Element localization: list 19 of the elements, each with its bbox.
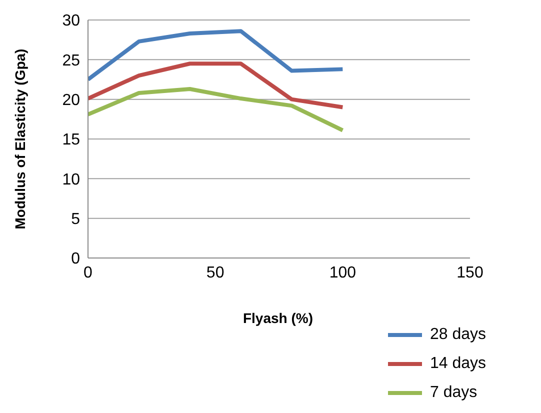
- x-tick-label: 100: [329, 264, 356, 282]
- y-tick-label: 30: [62, 12, 80, 30]
- y-axis-title: Modulus of Elasticity (Gpa): [12, 48, 28, 230]
- y-tick-label: 15: [62, 132, 80, 149]
- x-tick-label: 0: [84, 264, 93, 282]
- x-axis-title: Flyash (%): [242, 310, 314, 326]
- line-series: [88, 29, 345, 82]
- y-tick-label: 10: [62, 171, 80, 188]
- legend-label: 14 days: [430, 354, 486, 372]
- y-tick-label: 0: [71, 250, 80, 268]
- x-tick-label: 50: [206, 264, 224, 282]
- line-series: [88, 87, 345, 132]
- legend-label: 7 days: [430, 384, 478, 402]
- line-series: [88, 62, 345, 110]
- x-tick-label: 150: [456, 264, 484, 282]
- legend-label: 28 days: [430, 326, 486, 344]
- y-tick-label: 20: [62, 92, 80, 110]
- y-tick-label: 5: [71, 211, 80, 228]
- y-tick-label: 25: [62, 52, 80, 70]
